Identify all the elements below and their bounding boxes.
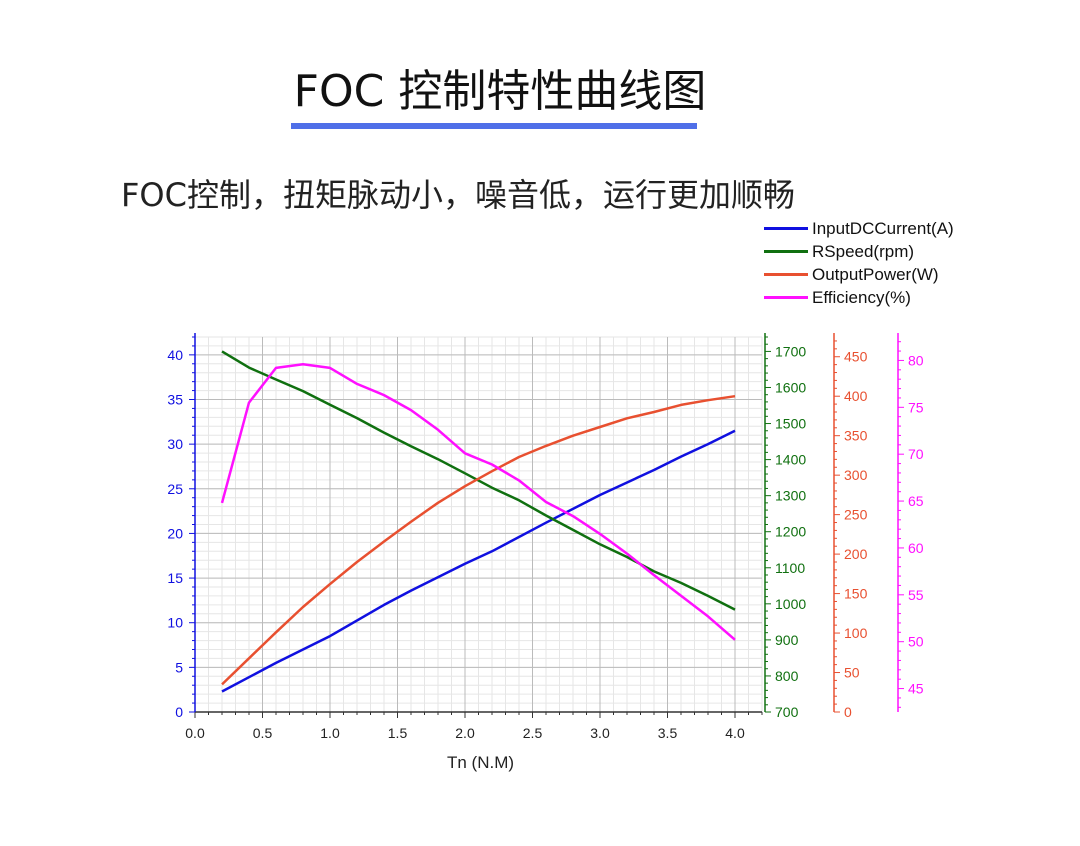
power-tick-label: 400 xyxy=(844,388,868,404)
current-tick-label: 20 xyxy=(167,525,183,541)
series-line-speed xyxy=(221,350,736,611)
legend-item-current: InputDCCurrent(A) xyxy=(764,217,954,240)
legend-swatch-speed xyxy=(764,250,808,253)
power-tick-label: 150 xyxy=(844,586,868,602)
efficiency-tick-label: 75 xyxy=(908,399,924,415)
current-tick-label: 25 xyxy=(167,481,183,497)
efficiency-tick-label: 55 xyxy=(908,587,924,603)
legend-swatch-power xyxy=(764,273,808,276)
speed-tick-label: 900 xyxy=(775,632,799,648)
speed-tick-label: 1600 xyxy=(775,379,806,395)
x-tick-label: 0.5 xyxy=(253,725,273,741)
current-tick-label: 10 xyxy=(167,615,183,631)
legend-item-speed: RSpeed(rpm) xyxy=(764,240,954,263)
legend-label-speed: RSpeed(rpm) xyxy=(812,241,915,261)
series-line-current xyxy=(221,429,736,693)
power-tick-label: 250 xyxy=(844,507,868,523)
x-tick-label: 3.5 xyxy=(658,725,678,741)
efficiency-tick-label: 80 xyxy=(908,352,924,368)
legend-item-power: OutputPower(W) xyxy=(764,263,954,286)
legend-label-current: InputDCCurrent(A) xyxy=(812,218,954,238)
speed-tick-label: 1700 xyxy=(775,343,806,359)
current-tick-label: 0 xyxy=(175,704,183,720)
power-tick-label: 350 xyxy=(844,428,868,444)
current-tick-label: 15 xyxy=(167,570,183,586)
speed-tick-label: 1200 xyxy=(775,524,806,540)
speed-tick-label: 1400 xyxy=(775,452,806,468)
x-tick-label: 2.0 xyxy=(455,725,475,741)
speed-tick-label: 800 xyxy=(775,668,799,684)
efficiency-tick-label: 70 xyxy=(908,446,924,462)
legend-swatch-current xyxy=(764,227,808,230)
power-tick-label: 100 xyxy=(844,625,868,641)
x-axis-title: Tn (N.M) xyxy=(447,753,514,772)
efficiency-tick-label: 60 xyxy=(908,540,924,556)
current-tick-label: 35 xyxy=(167,392,183,408)
current-tick-label: 5 xyxy=(175,659,183,675)
efficiency-tick-label: 65 xyxy=(908,493,924,509)
title-underline xyxy=(291,123,697,129)
current-tick-label: 30 xyxy=(167,436,183,452)
x-tick-label: 0.0 xyxy=(185,725,205,741)
power-tick-label: 200 xyxy=(844,546,868,562)
speed-tick-label: 1500 xyxy=(775,416,806,432)
legend-label-power: OutputPower(W) xyxy=(812,264,939,284)
power-tick-label: 450 xyxy=(844,349,868,365)
legend-label-efficiency: Efficiency(%) xyxy=(812,287,911,307)
series-line-power xyxy=(221,394,736,686)
x-tick-label: 3.0 xyxy=(590,725,610,741)
speed-tick-label: 1300 xyxy=(775,488,806,504)
page-title: FOC 控制特性曲线图 xyxy=(293,66,707,117)
x-tick-label: 1.5 xyxy=(388,725,408,741)
speed-tick-label: 1100 xyxy=(775,560,805,576)
page-subtitle: FOC控制，扭矩脉动小，噪音低，运行更加顺畅 xyxy=(121,176,795,214)
x-tick-label: 4.0 xyxy=(725,725,745,741)
x-tick-label: 2.5 xyxy=(523,725,543,741)
speed-tick-label: 700 xyxy=(775,704,799,720)
series-line-efficiency xyxy=(220,362,736,641)
chart-legend: InputDCCurrent(A) RSpeed(rpm) OutputPowe… xyxy=(764,217,954,309)
x-tick-label: 1.0 xyxy=(320,725,340,741)
efficiency-tick-label: 50 xyxy=(908,634,924,650)
legend-item-efficiency: Efficiency(%) xyxy=(764,286,954,309)
power-tick-label: 300 xyxy=(844,467,868,483)
current-tick-label: 40 xyxy=(167,347,183,363)
speed-tick-label: 1000 xyxy=(775,596,806,612)
power-tick-label: 0 xyxy=(844,704,852,720)
power-tick-label: 50 xyxy=(844,665,860,681)
efficiency-tick-label: 45 xyxy=(908,681,924,697)
legend-swatch-efficiency xyxy=(764,296,808,299)
